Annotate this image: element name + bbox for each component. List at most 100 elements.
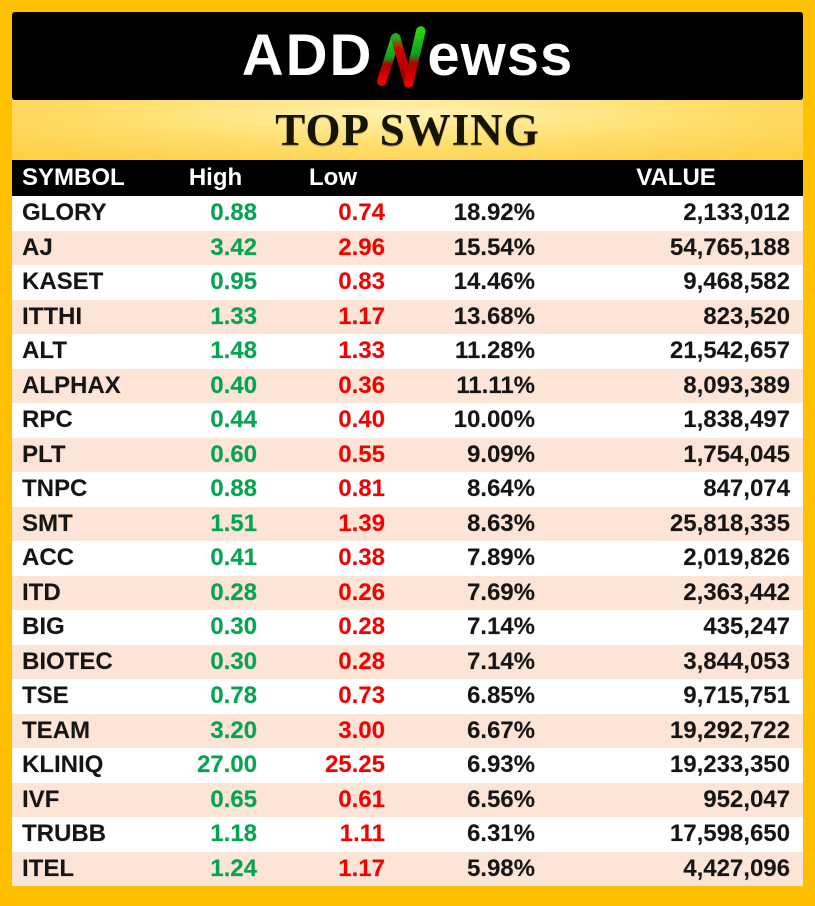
symbol-cell: AJ [22, 233, 53, 261]
table-row: BIG 0.30 0.28 7.14% 435,247 [12, 610, 803, 645]
symbol-cell: BIG [22, 613, 65, 641]
high-cell: 1.51 [210, 509, 257, 537]
symbol-cell: ITD [22, 578, 61, 606]
table-row: BIOTEC 0.30 0.28 7.14% 3,844,053 [12, 644, 803, 679]
value-cell: 19,233,350 [669, 751, 790, 779]
page-title: TOP SWING [275, 105, 540, 155]
high-cell: 0.30 [210, 613, 257, 641]
symbol-cell: RPC [22, 406, 73, 434]
swing-pct-cell: 6.56% [466, 785, 535, 813]
swing-pct-cell: 7.14% [466, 613, 535, 641]
value-cell: 435,247 [703, 613, 790, 641]
value-cell: 1,838,497 [683, 406, 790, 434]
table-row: ACC 0.41 0.38 7.89% 2,019,826 [12, 541, 803, 576]
table-row: ALT 1.48 1.33 11.28% 21,542,657 [12, 334, 803, 369]
value-cell: 823,520 [703, 302, 790, 330]
table-row: ITTHI 1.33 1.17 13.68% 823,520 [12, 299, 803, 334]
low-cell: 0.28 [338, 647, 385, 675]
symbol-cell: BIOTEC [22, 647, 113, 675]
swing-pct-cell: 11.11% [456, 371, 535, 399]
symbol-cell: TEAM [22, 716, 90, 744]
high-cell: 0.30 [210, 647, 257, 675]
high-cell: 0.41 [210, 544, 257, 572]
brand-logo: ADD [242, 21, 574, 91]
symbol-cell: IVF [22, 785, 60, 813]
symbol-cell: TSE [22, 682, 69, 710]
swing-pct-cell: 8.64% [466, 475, 535, 503]
swing-pct-cell: 5.98% [466, 854, 535, 882]
brand-n-icon [377, 26, 426, 88]
value-cell: 4,427,096 [683, 854, 790, 882]
high-cell: 27.00 [196, 751, 257, 779]
table-row: KASET 0.95 0.83 14.46% 9,468,582 [12, 265, 803, 300]
table-row: TSE 0.78 0.73 6.85% 9,715,751 [12, 679, 803, 714]
symbol-cell: ALT [22, 337, 67, 365]
low-cell: 1.17 [338, 302, 385, 330]
swing-pct-cell: 18.92% [453, 199, 535, 227]
high-cell: 1.33 [210, 302, 257, 330]
title-band: TOP SWING [12, 100, 803, 160]
swing-pct-cell: 6.67% [466, 716, 535, 744]
swing-pct-cell: 14.46% [453, 268, 535, 296]
table-row: TNPC 0.88 0.81 8.64% 847,074 [12, 472, 803, 507]
high-cell: 0.44 [210, 406, 257, 434]
low-cell: 0.36 [338, 371, 385, 399]
swing-pct-cell: 13.68% [453, 302, 535, 330]
table-row: GLORY 0.88 0.74 18.92% 2,133,012 [12, 196, 803, 231]
high-cell: 0.65 [210, 785, 257, 813]
low-cell: 0.28 [338, 613, 385, 641]
high-cell: 1.48 [210, 337, 257, 365]
value-cell: 3,844,053 [683, 647, 790, 675]
value-cell: 847,074 [703, 475, 790, 503]
low-cell: 0.61 [338, 785, 385, 813]
symbol-cell: ALPHAX [22, 371, 121, 399]
table-header-row: SYMBOL High Low VALUE [12, 160, 803, 196]
column-header-low: Low [309, 164, 357, 191]
symbol-cell: KASET [22, 268, 104, 296]
table-body: GLORY 0.88 0.74 18.92% 2,133,012 AJ 3.42 2.96 15… [12, 196, 803, 886]
symbol-cell: ITEL [22, 854, 74, 882]
high-cell: 3.42 [210, 233, 257, 261]
swing-pct-cell: 7.14% [466, 647, 535, 675]
table-row: AJ 3.42 2.96 15.54% 54,765,188 [12, 230, 803, 265]
high-cell: 0.40 [210, 371, 257, 399]
table-row: KLINIQ 27.00 25.25 6.93% 19,233,350 [12, 748, 803, 783]
low-cell: 1.11 [339, 820, 385, 848]
high-cell: 0.28 [210, 578, 257, 606]
symbol-cell: KLINIQ [22, 751, 104, 779]
high-cell: 0.60 [210, 440, 257, 468]
column-header-high: High [188, 164, 243, 191]
table-row: ITEL 1.24 1.17 5.98% 4,427,096 [12, 851, 803, 886]
high-cell: 1.18 [210, 820, 257, 848]
high-cell: 1.24 [210, 854, 257, 882]
value-cell: 8,093,389 [683, 371, 790, 399]
swing-pct-cell: 15.54% [453, 233, 535, 261]
value-cell: 9,468,582 [683, 268, 790, 296]
value-cell: 17,598,650 [669, 820, 790, 848]
value-cell: 9,715,751 [683, 682, 790, 710]
value-cell: 25,818,335 [669, 509, 790, 537]
column-header-value: VALUE [636, 164, 716, 191]
symbol-cell: ACC [22, 544, 74, 572]
swing-pct-cell: 9.09% [466, 440, 535, 468]
high-cell: 0.88 [210, 199, 257, 227]
value-cell: 2,133,012 [683, 199, 790, 227]
table-row: ITD 0.28 0.26 7.69% 2,363,442 [12, 575, 803, 610]
table-row: PLT 0.60 0.55 9.09% 1,754,045 [12, 437, 803, 472]
symbol-cell: PLT [22, 440, 66, 468]
symbol-cell: GLORY [22, 199, 107, 227]
high-cell: 0.88 [210, 475, 257, 503]
brand-logo-prefix: ADD [241, 23, 374, 88]
value-cell: 952,047 [703, 785, 790, 813]
table-row: RPC 0.44 0.40 10.00% 1,838,497 [12, 403, 803, 438]
value-cell: 2,019,826 [683, 544, 790, 572]
high-cell: 3.20 [210, 716, 257, 744]
low-cell: 2.96 [338, 233, 385, 261]
low-cell: 0.81 [338, 475, 385, 503]
value-cell: 1,754,045 [683, 440, 790, 468]
swing-pct-cell: 6.31% [466, 820, 535, 848]
low-cell: 1.33 [338, 337, 385, 365]
swing-pct-cell: 8.63% [466, 509, 535, 537]
value-cell: 19,292,722 [669, 716, 790, 744]
low-cell: 0.74 [338, 199, 385, 227]
